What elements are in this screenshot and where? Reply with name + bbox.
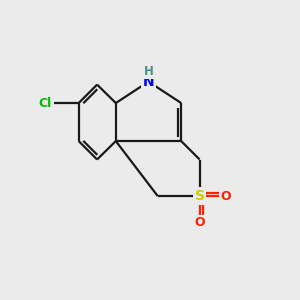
Text: O: O	[194, 216, 205, 229]
Text: H: H	[144, 65, 154, 78]
Text: O: O	[220, 190, 231, 202]
Text: Cl: Cl	[39, 97, 52, 110]
Text: N: N	[143, 75, 154, 88]
Text: S: S	[195, 189, 205, 203]
